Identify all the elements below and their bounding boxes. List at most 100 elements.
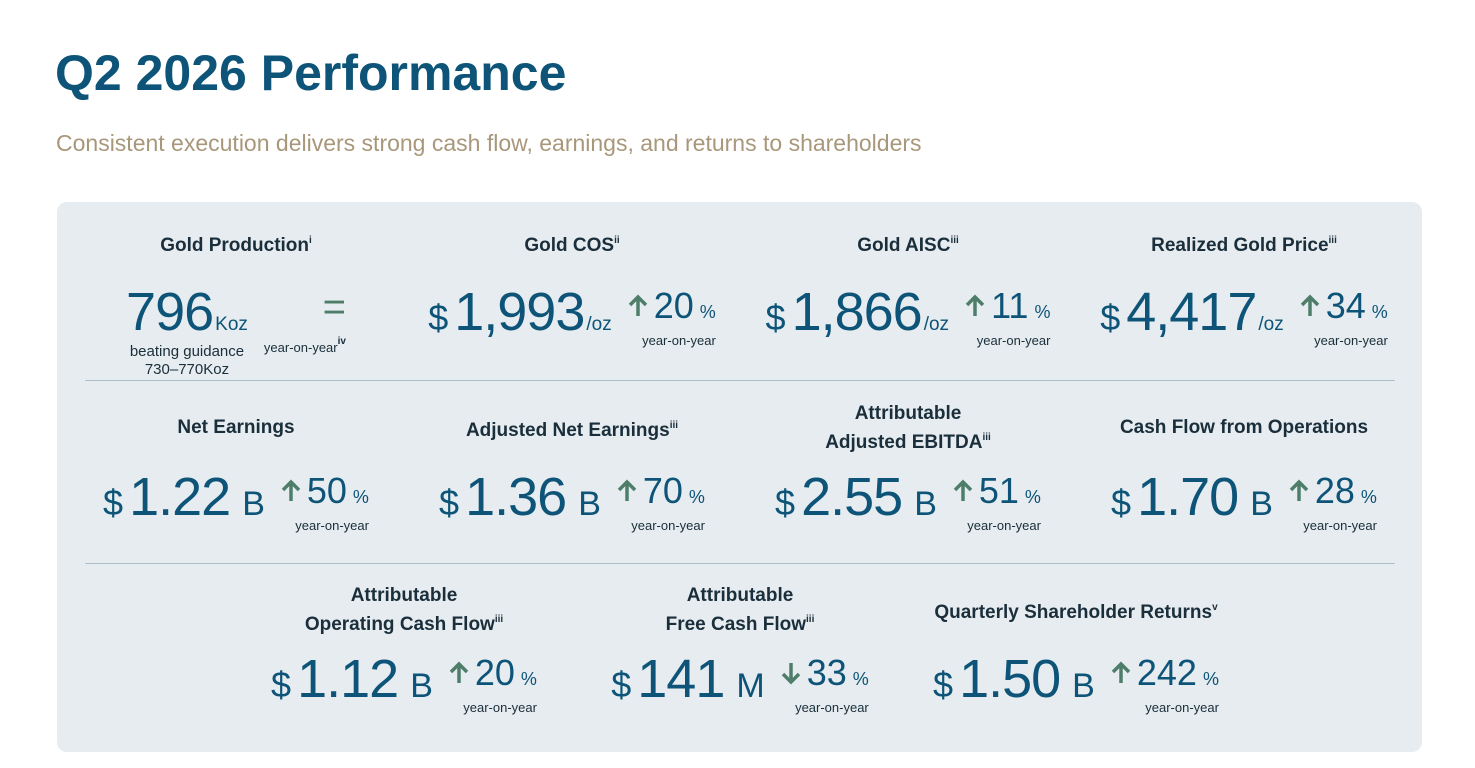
value-row: $4,417/oz 34% year-on-year [1100,281,1388,348]
value-main: $1.22 B [103,466,265,528]
value-row: $1.36 B 70% year-on-year [439,466,705,533]
arrow-up [628,294,647,316]
value-block: $2.55 B [775,466,937,528]
value-main: $1.36 B [439,466,601,528]
value-row: $1.12 B 20% year-on-year [271,648,537,715]
comparison: year-on-year [1145,700,1219,715]
metric-label: Attributable Adjusted EBITDAiii [825,402,991,454]
label-line: Attributable [855,402,962,426]
metric-card: Attributable Free Cash Flowiii $141 M 33% yea… [570,584,910,716]
comparison-text: year-on-year [263,340,338,355]
comparison-text: year-on-year [463,700,537,715]
value-block: $1,866/oz [766,281,950,343]
change-line: = [323,285,346,330]
value-block: $1.70 B [1111,466,1273,528]
comparison: year-on-year [631,518,705,533]
change-value: 28 [1314,470,1355,511]
change-value: 242 [1136,652,1197,693]
change-line: 242% [1111,652,1219,694]
metric-value: 1,866 [791,282,923,342]
notes: beating guidance 730–770Koz [126,343,248,379]
currency: $ [1100,297,1121,338]
unit: /oz [1258,314,1284,335]
unit: B [242,485,265,523]
change-value: 33 [806,652,847,693]
arrow-up [449,661,469,683]
footnote: iii [950,234,959,246]
change-value: 50 [306,470,347,511]
comparison: year-on-year [295,518,369,533]
label-line: Attributable [351,584,458,608]
label-text: Attributable [854,402,962,424]
currency: $ [933,664,954,705]
metric-value: 141 [637,649,725,709]
value-row: $1.22 B 50% year-on-year [103,466,369,533]
label-text: Operating Cash Flow [304,613,495,635]
unit: M [736,667,765,705]
metric-label: Realized Gold Priceiii [1151,217,1337,269]
label-text: Free Cash Flow [665,613,807,635]
comparison-text: year-on-year [1145,700,1219,715]
change-line: 20% [449,652,537,694]
label-line: Net Earnings [177,416,294,440]
comparison-text: year-on-year [976,333,1051,348]
footnote: iii [806,613,815,625]
metric-label: Net Earnings [177,402,294,454]
currency: $ [103,482,124,523]
value-main: $1.12 B [271,648,433,710]
change-unit: % [852,669,869,689]
value-row: $141 M 33% year-on-year [611,648,869,715]
arrow-up [1300,294,1319,316]
subtitle: Consistent execution delivers strong cas… [56,130,922,156]
change-block: 33% year-on-year [781,652,869,715]
change-block: = year-on-yeariv [264,285,346,355]
arrow-shape [781,663,800,685]
label-line: Attributable [687,584,794,608]
value-block: $1,993/oz [428,281,612,343]
change-unit: % [1360,487,1377,507]
comparison-text: year-on-year [1314,333,1388,348]
arrow-shape [1300,294,1319,316]
label-line: Gold COSii [524,229,619,258]
metric-label: Cash Flow from Operations [1120,402,1368,454]
metric-card: Quarterly Shareholder Returnsv $1.50 B 242%… [906,584,1246,716]
currency: $ [775,482,796,523]
unit: B [1072,667,1095,705]
change-block: 34% year-on-year [1300,285,1388,348]
metric-card: Net Earnings $1.22 B 50% year-on-year [66,402,406,533]
change-unit: % [1034,302,1051,322]
note: 730–770Koz [144,361,230,378]
arrow-shape [1111,661,1131,683]
label-text: Attributable [686,584,794,606]
label-line: Free Cash Flowiii [666,608,815,637]
metric-card: Gold COSii $1,993/oz 20% year-on-year [402,217,742,349]
value-main: 796 Koz [126,281,248,343]
metric-value: 1,993 [454,282,585,342]
value-row: 796 Koz beating guidance 730–770Koz = year-on… [126,281,346,379]
metric-value: 1.50 [959,649,1061,709]
change-line: 34% [1300,285,1388,327]
value-main: $2.55 B [775,466,937,528]
label-line: Gold Productioni [160,229,312,258]
footnote: v [1212,601,1218,613]
change-line: 50% [281,470,369,512]
label-text: Gold COS [524,234,615,256]
comparison: year-on-year [1303,518,1377,533]
note: beating guidance [129,343,245,360]
footnote: iii [494,613,504,625]
change-line: 70% [617,470,705,512]
arrow-up [965,294,985,316]
value-block: $1.50 B [933,648,1095,710]
change-line: 51% [953,470,1041,512]
change-unit: % [352,487,369,507]
footnote: iv [337,336,346,347]
value-main: $1.50 B [933,648,1095,710]
arrow-up [1289,479,1309,501]
label-line: Realized Gold Priceiii [1151,229,1337,258]
metric-card: Attributable Adjusted EBITDAiii $2.55 B 51% y… [738,402,1078,534]
change-block: 242% year-on-year [1111,652,1219,715]
currency: $ [271,664,292,705]
unit: /oz [923,314,950,335]
change-line: 33% [781,652,869,694]
